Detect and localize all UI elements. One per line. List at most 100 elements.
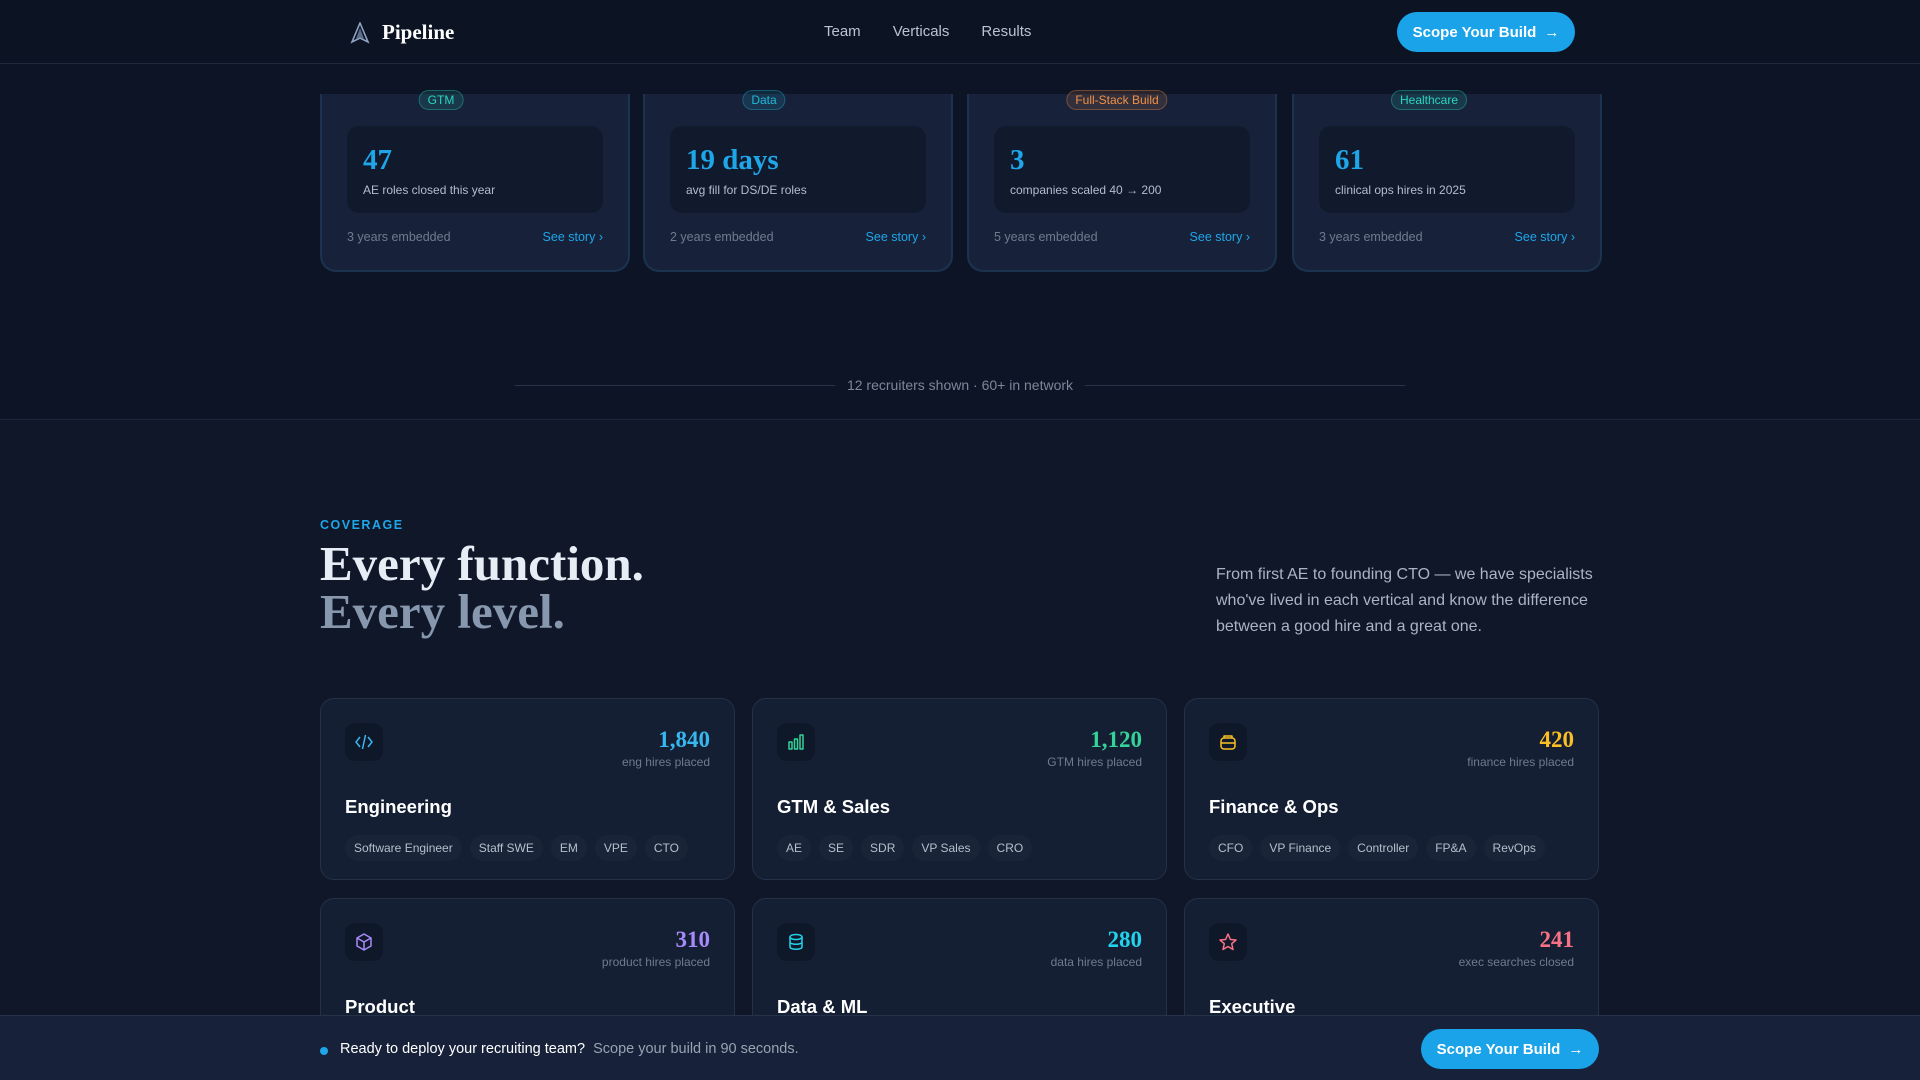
- scope-build-button[interactable]: Scope Your Build →: [1397, 12, 1575, 52]
- role-chip: EM: [550, 835, 587, 861]
- brand-logo[interactable]: Pipeline: [350, 20, 454, 45]
- stat-label: AE roles closed this year: [363, 183, 496, 197]
- role-chip: Staff SWE: [469, 835, 543, 861]
- wallet-icon: [1209, 723, 1247, 761]
- section-description: From first AE to founding CTO — we have …: [1216, 566, 1593, 635]
- hire-count-label: GTM hires placed: [1047, 755, 1142, 769]
- title-line-1: Every function.: [320, 536, 644, 591]
- tenure: 3 years embedded: [1319, 230, 1423, 244]
- recruiter-card[interactable]: Full-Stack Build 3 companies scaled 40 → …: [967, 90, 1277, 272]
- recruiter-card[interactable]: Healthcare 61 clinical ops hires in 2025 …: [1292, 90, 1602, 272]
- vertical-tag: Full-Stack Build: [1066, 90, 1168, 110]
- see-story-link[interactable]: See story ›: [866, 230, 926, 244]
- top-nav: Pipeline Team Verticals Results Scope Yo…: [0, 0, 1920, 64]
- chevron-right-icon: ›: [598, 230, 603, 244]
- bar-chart-icon: [777, 723, 815, 761]
- function-title: GTM & Sales: [777, 796, 891, 817]
- function-card[interactable]: 420 finance hires placed Finance & Ops C…: [1184, 698, 1599, 880]
- hire-count-label: exec searches closed: [1458, 955, 1574, 969]
- recruiter-card[interactable]: GTM 47 AE roles closed this year 3 years …: [320, 90, 630, 272]
- sticky-cta-bar: Ready to deploy your recruiting team? Sc…: [0, 1015, 1920, 1080]
- arrow-right-icon: →: [1544, 23, 1560, 41]
- stat-number: 19 days: [686, 144, 779, 176]
- role-chip: CFO: [1209, 835, 1253, 861]
- stat-box: 3 companies scaled 40 → 200: [994, 126, 1250, 213]
- role-chip: CRO: [987, 835, 1033, 861]
- tenure: 3 years embedded: [347, 230, 451, 244]
- recruiter-card[interactable]: Data 19 days avg fill for DS/DE roles 2 y…: [643, 90, 953, 272]
- stat-box: 61 clinical ops hires in 2025: [1319, 126, 1575, 213]
- section-title: Every function. Every level.: [320, 536, 644, 639]
- vertical-tag: Data: [742, 90, 786, 110]
- recruiters-section: GTM 47 AE roles closed this year 3 years …: [0, 64, 1920, 420]
- hire-count: 1,840: [658, 727, 710, 752]
- bottom-scope-build-label: Scope Your Build: [1436, 1040, 1561, 1058]
- hire-count: 310: [675, 927, 711, 952]
- network-divider: 12 recruiters shown · 60+ in network: [515, 377, 1405, 393]
- see-story-label: See story: [542, 230, 596, 244]
- section-eyebrow: COVERAGE: [320, 518, 404, 532]
- role-chip: VP Sales: [912, 835, 980, 861]
- chevron-right-icon: ›: [1570, 230, 1575, 244]
- function-title: Executive: [1209, 996, 1296, 1017]
- see-story-link[interactable]: See story ›: [1190, 230, 1250, 244]
- bottom-scope-build-button[interactable]: Scope Your Build →: [1421, 1029, 1599, 1069]
- hire-count-label: data hires placed: [1050, 955, 1142, 969]
- status-dot: [320, 1047, 328, 1055]
- function-card[interactable]: 1,120 GTM hires placed GTM & Sales AE SE S…: [752, 698, 1167, 880]
- box-icon: [345, 923, 383, 961]
- tenure: 5 years embedded: [994, 230, 1098, 244]
- hire-count-label: finance hires placed: [1467, 755, 1574, 769]
- role-chip: Controller: [1348, 835, 1419, 861]
- hire-count: 241: [1539, 927, 1575, 952]
- title-line-2: Every level.: [320, 584, 565, 639]
- hire-count: 1,120: [1090, 727, 1142, 752]
- nav-link-team[interactable]: Team: [824, 23, 861, 40]
- stat-number: 47: [363, 144, 392, 176]
- cta-subtext: Scope your build in 90 seconds.: [593, 1041, 799, 1057]
- see-story-label: See story: [1514, 230, 1568, 244]
- database-icon: [777, 923, 815, 961]
- stat-number: 3: [1010, 144, 1025, 176]
- hire-count-label: eng hires placed: [621, 755, 710, 769]
- function-title: Product: [345, 996, 415, 1017]
- role-chip: VP Finance: [1260, 835, 1341, 861]
- role-chip: CTO: [644, 835, 689, 861]
- see-story-link[interactable]: See story ›: [1515, 230, 1575, 244]
- see-story-label: See story: [1189, 230, 1243, 244]
- hire-count: 280: [1107, 927, 1143, 952]
- nav-link-verticals[interactable]: Verticals: [892, 23, 950, 40]
- see-story-label: See story: [865, 230, 919, 244]
- role-chip: SDR: [861, 835, 905, 861]
- function-title: Data & ML: [777, 996, 868, 1017]
- arrow-right-icon: →: [1568, 1040, 1584, 1058]
- function-title: Finance & Ops: [1209, 796, 1339, 817]
- vertical-tag: GTM: [418, 90, 464, 110]
- role-chip: VPE: [594, 835, 637, 861]
- nav-link-results[interactable]: Results: [981, 23, 1032, 40]
- stat-label: avg fill for DS/DE roles: [686, 183, 807, 197]
- vertical-tag: Healthcare: [1390, 90, 1468, 110]
- hire-count-label: product hires placed: [601, 955, 710, 969]
- role-chip: FP&A: [1426, 835, 1476, 861]
- cta-headline: Ready to deploy your recruiting team?: [340, 1041, 586, 1057]
- role-chip: RevOps: [1483, 835, 1545, 861]
- hire-count: 420: [1539, 727, 1575, 752]
- brand-name: Pipeline: [382, 20, 455, 44]
- role-chip: AE: [777, 835, 812, 861]
- function-title: Engineering: [345, 796, 452, 817]
- code-icon: [345, 723, 383, 761]
- function-card[interactable]: 1,840 eng hires placed Engineering Softw…: [320, 698, 735, 880]
- stat-box: 47 AE roles closed this year: [347, 126, 603, 213]
- tenure: 2 years embedded: [670, 230, 774, 244]
- stat-label: clinical ops hires in 2025: [1335, 183, 1466, 197]
- stat-box: 19 days avg fill for DS/DE roles: [670, 126, 926, 213]
- see-story-link[interactable]: See story ›: [543, 230, 603, 244]
- stat-label: companies scaled 40 → 200: [1010, 183, 1162, 197]
- pipeline-logo-icon: [350, 21, 370, 44]
- scope-build-label: Scope Your Build: [1412, 23, 1537, 41]
- chevron-right-icon: ›: [921, 230, 926, 244]
- chevron-right-icon: ›: [1245, 230, 1250, 244]
- role-chip: Software Engineer: [345, 835, 462, 861]
- role-chip: SE: [819, 835, 854, 861]
